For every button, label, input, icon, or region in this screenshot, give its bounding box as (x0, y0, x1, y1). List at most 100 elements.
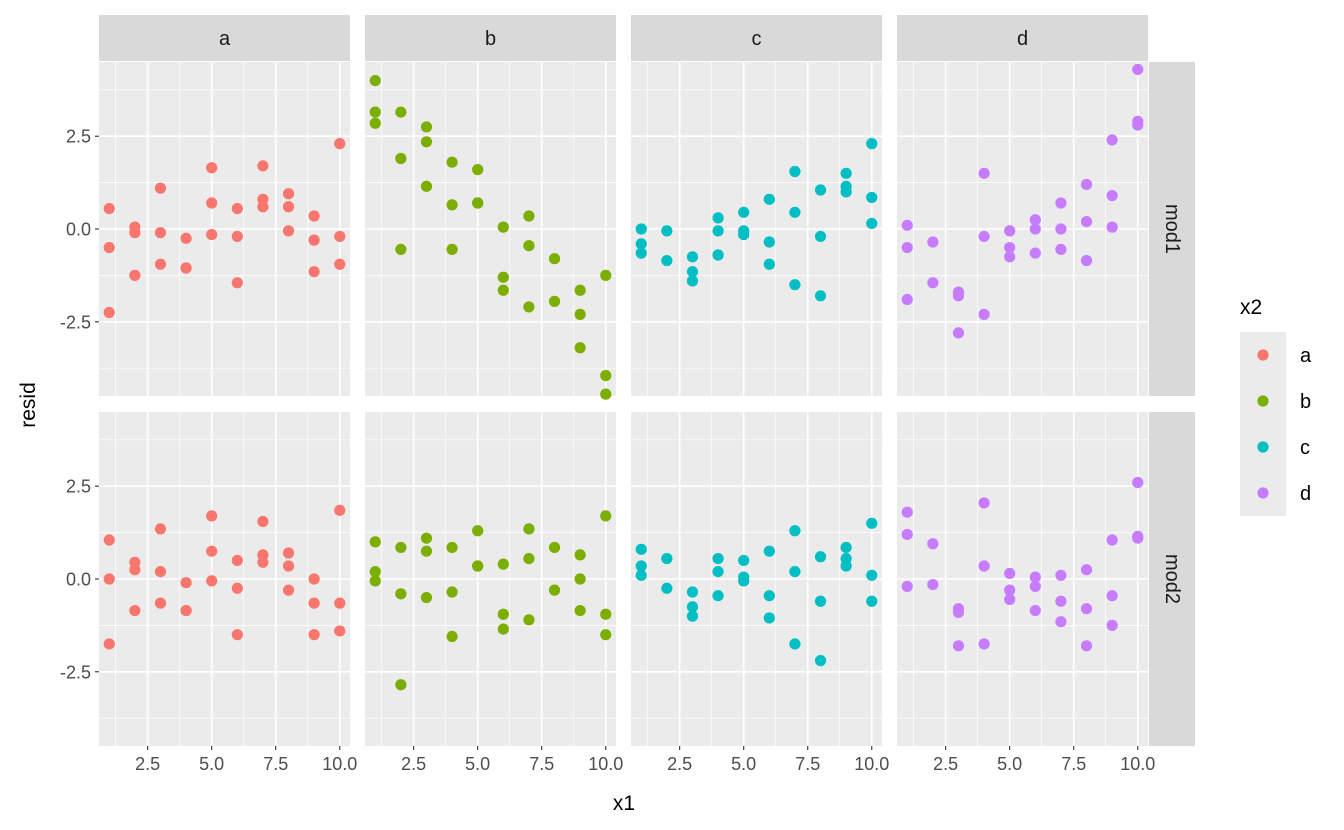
x-tick-label: 2.5 (401, 754, 426, 774)
data-point (789, 525, 801, 537)
data-point (154, 227, 167, 239)
x-tick-label: 7.5 (529, 754, 554, 774)
data-point (866, 217, 878, 230)
data-point (334, 230, 346, 243)
data-point (600, 510, 612, 522)
data-point (523, 240, 535, 252)
x-tick-label: 10.0 (1120, 754, 1155, 774)
x-tick-label: 5.0 (731, 754, 756, 774)
data-point (635, 223, 647, 235)
data-point (814, 595, 827, 607)
data-point (548, 541, 561, 554)
data-point (978, 230, 990, 243)
data-point (635, 238, 647, 250)
data-point (686, 251, 699, 263)
data-point (308, 573, 320, 585)
x-tick-label: 2.5 (135, 754, 160, 774)
data-point (901, 241, 913, 254)
data-point (446, 156, 458, 168)
data-point (282, 584, 295, 596)
x-tick-label: 5.0 (997, 754, 1022, 774)
x-axis-title: x1 (613, 792, 635, 815)
data-point (952, 606, 965, 619)
x-tick-label: 2.5 (933, 754, 958, 774)
data-point (369, 74, 381, 87)
data-point (1055, 197, 1067, 209)
strip-background (897, 15, 1148, 61)
data-point (472, 560, 484, 572)
data-point (446, 199, 458, 211)
data-point (369, 117, 381, 129)
data-point (206, 228, 218, 241)
data-point (395, 588, 407, 600)
data-point (103, 534, 115, 546)
data-point (574, 549, 586, 561)
data-point (497, 608, 509, 620)
data-point (420, 121, 433, 133)
data-point (420, 136, 433, 148)
data-point (978, 308, 990, 320)
data-point (497, 284, 509, 296)
data-point (282, 188, 295, 200)
data-point (763, 590, 775, 602)
legend: x2 a b c d (1240, 296, 1312, 516)
data-point (1080, 254, 1093, 267)
data-point (523, 301, 535, 313)
data-point (763, 612, 775, 624)
data-point (600, 608, 612, 620)
data-point (1004, 584, 1016, 596)
y-tick-label: 2.5 (66, 127, 91, 147)
data-point (497, 558, 509, 570)
data-point (129, 604, 141, 617)
strip-label: a (219, 28, 231, 50)
strip-label: mod1 (1161, 204, 1183, 254)
data-point (1004, 593, 1016, 606)
legend-key (1257, 395, 1269, 407)
data-point (129, 564, 141, 576)
data-point (1029, 571, 1041, 583)
data-point (1106, 534, 1118, 546)
data-point (334, 504, 346, 516)
y-tick-label: 0.0 (66, 220, 91, 240)
data-point (814, 655, 827, 667)
x-tick-label: 10.0 (854, 754, 889, 774)
legend-item-c: c (1257, 437, 1310, 459)
data-point (789, 206, 801, 218)
x-tick-label: 10.0 (322, 754, 357, 774)
panel-mod1-b (365, 62, 616, 400)
strip-label: d (1017, 28, 1028, 50)
data-point (369, 565, 381, 578)
legend-label: d (1300, 483, 1311, 505)
panel-mod2-b (365, 412, 616, 746)
data-point (1080, 640, 1093, 652)
legend-label: a (1300, 345, 1312, 367)
data-point (712, 565, 724, 578)
x-tick-label: 7.5 (263, 754, 288, 774)
x-tick-label: 5.0 (465, 754, 490, 774)
data-point (927, 578, 939, 591)
data-point (814, 290, 827, 302)
data-point (952, 290, 965, 302)
data-point (866, 595, 878, 607)
data-point (206, 575, 218, 587)
data-point (712, 212, 724, 224)
data-point (901, 219, 913, 231)
data-point (712, 590, 724, 602)
data-point (978, 167, 990, 179)
data-point (472, 197, 484, 209)
data-point (180, 577, 192, 589)
data-point (472, 164, 484, 176)
data-point (1029, 223, 1041, 235)
data-point (180, 262, 192, 274)
data-point (1080, 564, 1093, 576)
data-point (103, 638, 115, 650)
data-point (1055, 616, 1067, 628)
data-point (308, 266, 320, 278)
y-tick-label: -2.5 (60, 662, 91, 682)
data-point (738, 554, 750, 567)
y-tick-label: 0.0 (66, 570, 91, 590)
y-tick-label: 2.5 (66, 477, 91, 497)
data-point (901, 506, 913, 518)
data-point (446, 243, 458, 256)
data-point (1004, 241, 1016, 254)
